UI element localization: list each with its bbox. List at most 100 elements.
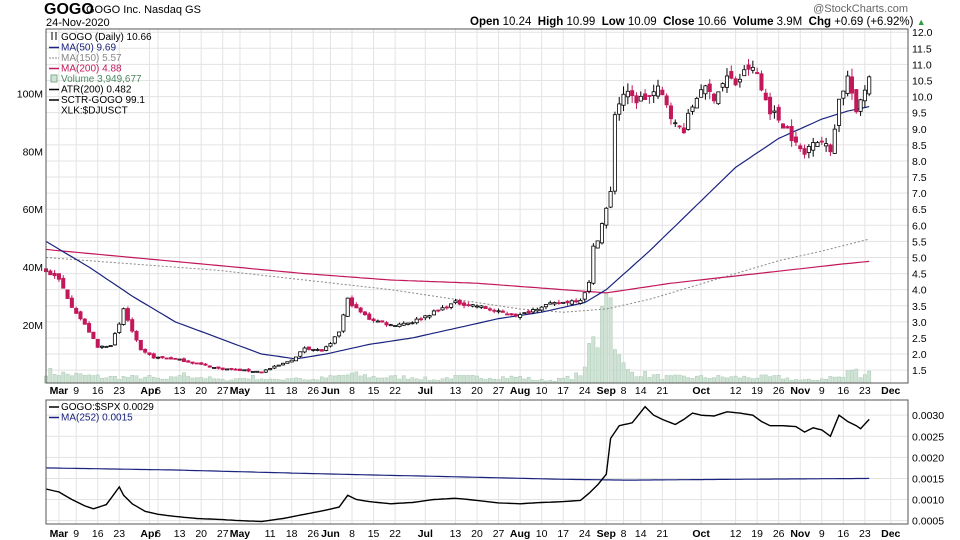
volume-bar <box>410 377 415 384</box>
candle-body <box>470 304 475 307</box>
volume-bar <box>350 372 354 384</box>
volume-bar <box>742 375 747 384</box>
volume-bar <box>858 377 863 384</box>
volume-bar <box>177 375 182 384</box>
candle-body <box>720 83 725 88</box>
candle-body <box>845 75 850 94</box>
candle-body <box>138 339 143 351</box>
candle-body <box>190 361 195 364</box>
lower-x-tick-label: 27 <box>217 528 229 540</box>
upper-x-tick-label: Mar <box>50 385 69 397</box>
volume-bar <box>677 374 682 384</box>
upper-x-tick-label: 17 <box>557 385 569 397</box>
candle-body <box>164 357 169 360</box>
candle-body <box>315 349 320 351</box>
volume-bar <box>600 306 604 384</box>
candle-body <box>556 302 561 305</box>
candle-body <box>233 368 238 371</box>
candle-body <box>212 367 217 369</box>
candle-body <box>263 369 268 373</box>
price-y-tick-label: 9.5 <box>912 108 927 120</box>
candle-body <box>780 123 786 129</box>
candle-body <box>531 309 536 313</box>
candle-body <box>660 89 665 96</box>
high-label: High <box>537 16 564 28</box>
legend-label: MA(200) 4.88 <box>61 64 122 75</box>
upper-x-tick-label: 23 <box>859 385 871 397</box>
volume-bar <box>207 376 212 384</box>
volume-bar <box>272 378 277 384</box>
volume-bar <box>690 378 695 384</box>
upper-x-tick-label: 8 <box>621 385 627 397</box>
candle-body <box>281 362 286 366</box>
price-panel-frame <box>45 28 909 384</box>
volume-bar <box>388 375 393 384</box>
candle-body <box>561 301 566 304</box>
volume-bar <box>729 376 734 384</box>
volume-bar <box>807 378 811 384</box>
candle-body <box>371 318 376 322</box>
candle-body <box>125 308 130 321</box>
volume-bar <box>561 377 566 384</box>
volume-bar <box>126 377 130 384</box>
candle-body <box>806 146 811 153</box>
volume-bar <box>113 376 117 384</box>
ratio-y-tick-label: 0.0015 <box>912 473 944 485</box>
candle-body <box>837 98 842 126</box>
volume-bar <box>479 377 484 384</box>
volume-bar <box>794 379 798 384</box>
candle-body <box>380 320 385 323</box>
volume-y-tick-label: 80M <box>23 146 43 158</box>
candle-body <box>651 91 656 97</box>
volume-bar <box>285 378 290 384</box>
volume-y-tick-label: 100M <box>17 88 43 100</box>
candle-body <box>95 338 100 348</box>
ratio-y-tick-label: 0.0030 <box>912 410 944 422</box>
volume-bar <box>470 375 475 384</box>
volume-bar <box>302 379 307 384</box>
lower-x-tick-label: 19 <box>751 528 763 540</box>
candle-body <box>539 306 544 311</box>
open-value: 10.24 <box>502 16 532 28</box>
volume-bar <box>453 375 458 384</box>
candle-body <box>712 93 717 102</box>
volume-bar <box>824 379 828 384</box>
candle-body <box>160 356 165 359</box>
volume-bar <box>82 375 87 384</box>
volume-bar <box>630 371 635 384</box>
ratio-ma252-line <box>45 467 870 481</box>
upper-x-tick-label: Nov <box>790 385 810 397</box>
legend-label: MA(150) 5.57 <box>61 53 122 64</box>
candle-body <box>548 302 553 305</box>
candle-body <box>237 368 242 371</box>
volume-bar <box>522 378 527 384</box>
candle-body <box>384 322 389 326</box>
volume-bar <box>345 374 350 384</box>
price-y-tick-label: 11.0 <box>912 59 932 71</box>
volume-bar <box>608 297 613 384</box>
lower-x-tick-label: 10 <box>536 528 548 540</box>
candle-body <box>466 304 471 307</box>
lower-x-tick-label: 8 <box>349 528 355 540</box>
volume-bar <box>444 377 449 384</box>
volume-bar <box>457 375 462 384</box>
volume-bar <box>738 377 742 384</box>
candle-body <box>345 297 350 317</box>
volume-bar <box>500 376 505 384</box>
candle-body <box>337 331 342 337</box>
candle-body <box>293 356 298 362</box>
ratio-y-tick-label: 0.0025 <box>912 431 944 443</box>
candle-body <box>811 142 816 151</box>
lower-x-tick-label: 23 <box>859 528 871 540</box>
price-y-tick-label: 4.0 <box>912 285 927 297</box>
candle-body <box>737 78 742 83</box>
volume-bar <box>186 376 191 384</box>
volume-bar <box>492 378 497 384</box>
candle-body <box>574 300 579 303</box>
legend-label: ATR(200) 0.482 <box>61 85 132 96</box>
lower-x-tick-label: Mar <box>50 528 69 540</box>
lower-x-tick-label: 15 <box>368 528 380 540</box>
open-label: Open <box>470 16 500 28</box>
ma50-line <box>45 106 870 360</box>
